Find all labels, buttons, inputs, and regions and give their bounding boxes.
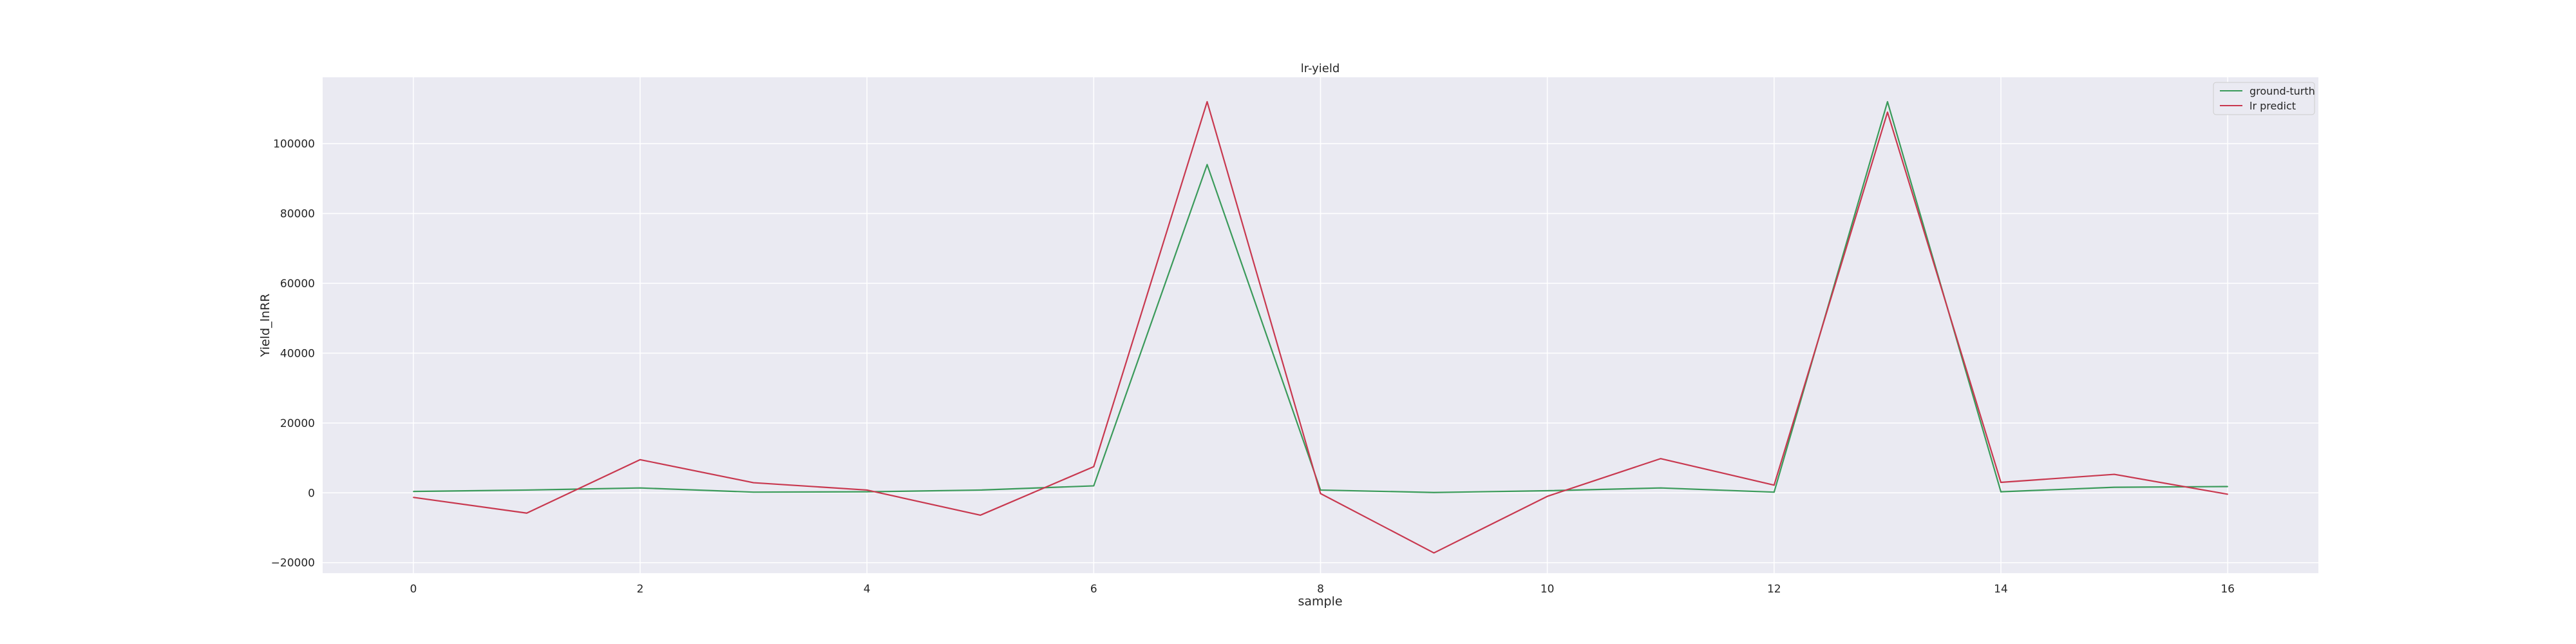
y-tick-label: 0 bbox=[308, 487, 315, 500]
y-tick-label: −20000 bbox=[271, 557, 315, 570]
data-point-ground-turth bbox=[2000, 491, 2002, 493]
data-point-lr-predict bbox=[526, 512, 527, 514]
data-point-lr-predict bbox=[1774, 484, 1775, 486]
chart-title: lr-yield bbox=[1301, 62, 1340, 75]
data-point-lr-predict bbox=[1887, 111, 1888, 113]
data-point-ground-turth bbox=[1887, 101, 1888, 102]
x-tick-label: 10 bbox=[1540, 583, 1555, 596]
data-point-lr-predict bbox=[2000, 482, 2002, 483]
x-ticks: 0 2 4 6 8 10 12 14 16 bbox=[410, 583, 2235, 596]
y-ticks: −20000 0 20000 40000 60000 80000 100000 bbox=[271, 138, 315, 570]
legend-label-ground-turth: ground-turth bbox=[2249, 85, 2315, 97]
y-tick-label: 100000 bbox=[273, 138, 315, 151]
data-point-ground-turth bbox=[1433, 491, 1435, 493]
x-tick-label: 12 bbox=[1767, 583, 1781, 596]
data-point-ground-turth bbox=[413, 491, 414, 492]
y-axis-label: Yield_lnRR bbox=[258, 294, 272, 357]
data-point-lr-predict bbox=[1433, 552, 1435, 554]
data-point-ground-turth bbox=[2114, 486, 2115, 488]
legend: ground-turth lr predict bbox=[2213, 82, 2315, 115]
x-tick-label: 16 bbox=[2221, 583, 2235, 596]
data-point-lr-predict bbox=[639, 459, 641, 460]
data-point-ground-turth bbox=[866, 491, 867, 493]
data-point-lr-predict bbox=[866, 489, 867, 491]
data-point-ground-turth bbox=[526, 489, 527, 491]
data-point-ground-turth bbox=[753, 491, 754, 493]
y-tick-label: 80000 bbox=[280, 207, 315, 220]
data-point-ground-turth bbox=[980, 489, 981, 491]
x-axis-label: sample bbox=[1298, 594, 1342, 609]
x-tick-label: 0 bbox=[410, 583, 417, 596]
x-tick-label: 4 bbox=[864, 583, 871, 596]
x-tick-label: 8 bbox=[1317, 583, 1324, 596]
data-point-lr-predict bbox=[1546, 495, 1548, 497]
data-point-ground-turth bbox=[1546, 490, 1548, 491]
data-point-ground-turth bbox=[1660, 487, 1662, 489]
y-tick-label: 20000 bbox=[280, 417, 315, 430]
data-point-ground-turth bbox=[1206, 164, 1208, 166]
data-point-lr-predict bbox=[753, 482, 754, 484]
data-point-ground-turth bbox=[1093, 485, 1095, 487]
data-point-ground-turth bbox=[2227, 486, 2228, 488]
y-tick-label: 40000 bbox=[280, 347, 315, 360]
data-point-ground-turth bbox=[639, 487, 641, 489]
data-point-lr-predict bbox=[1320, 493, 1321, 495]
data-point-lr-predict bbox=[1660, 458, 1662, 459]
y-tick-label: 60000 bbox=[280, 278, 315, 290]
x-tick-label: 14 bbox=[1994, 583, 2008, 596]
data-point-ground-turth bbox=[1774, 491, 1775, 493]
legend-label-lr-predict: lr predict bbox=[2249, 100, 2296, 112]
data-point-lr-predict bbox=[1093, 466, 1095, 468]
data-point-lr-predict bbox=[2227, 493, 2228, 495]
x-tick-label: 2 bbox=[637, 583, 644, 596]
x-tick-label: 6 bbox=[1090, 583, 1097, 596]
data-point-lr-predict bbox=[413, 497, 414, 498]
data-point-lr-predict bbox=[1206, 101, 1208, 102]
series-layer bbox=[413, 100, 2228, 554]
data-point-lr-predict bbox=[980, 515, 981, 516]
data-point-lr-predict bbox=[2114, 473, 2115, 475]
